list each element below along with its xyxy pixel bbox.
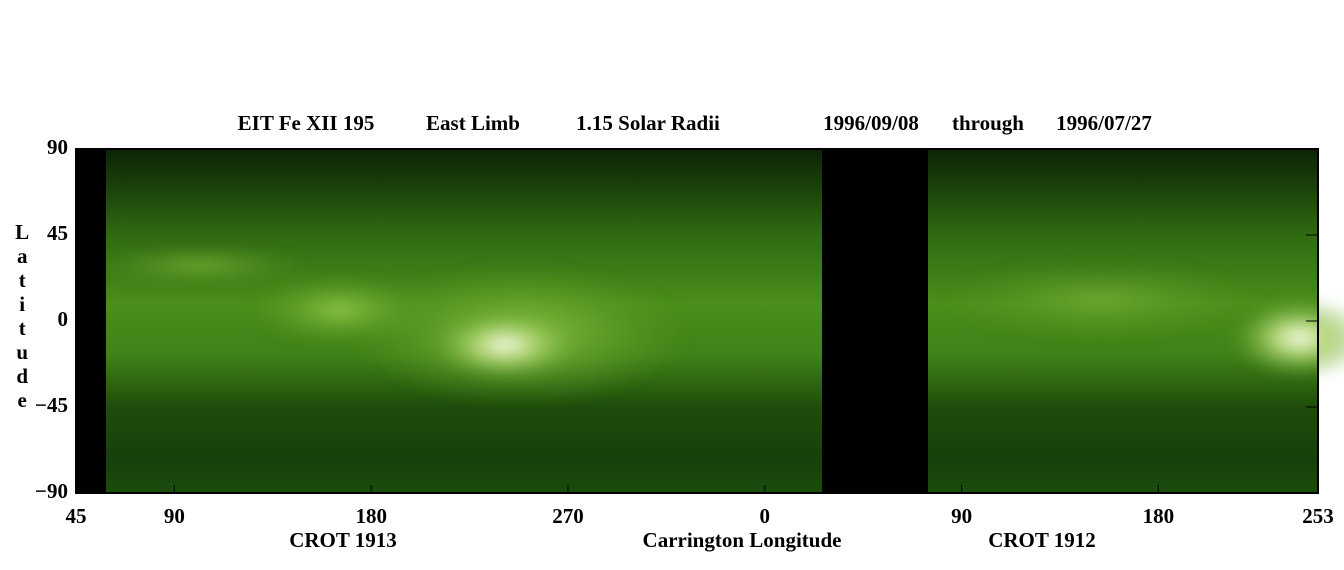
y-tick-label: 45 — [47, 221, 68, 245]
title-part: 1996/07/27 — [1056, 111, 1152, 135]
x-tick-label: 180 — [1143, 504, 1175, 528]
y-tick-label: −45 — [35, 393, 68, 417]
title-part: 1996/09/08 — [823, 111, 919, 135]
title-part: through — [952, 111, 1024, 135]
y-tick-label: 90 — [47, 135, 68, 159]
x-tick-label: 270 — [552, 504, 584, 528]
x-tick-label: 90 — [951, 504, 972, 528]
y-axis-label: Latitude — [10, 220, 34, 412]
x-tick-label: 0 — [760, 504, 771, 528]
y-tick-label: 0 — [58, 307, 69, 331]
x-tick-label: 90 — [164, 504, 185, 528]
x-tick-label: 253 — [1302, 504, 1334, 528]
title-part: East Limb — [426, 111, 520, 135]
y-tick-label: −90 — [35, 479, 68, 503]
title-part: EIT Fe XII 195 — [238, 111, 375, 135]
annotation: CROT 1912 — [988, 528, 1096, 552]
annotation: Carrington Longitude — [643, 528, 842, 552]
x-tick-label: 45 — [66, 504, 87, 528]
x-tick-label: 180 — [355, 504, 387, 528]
map-image — [76, 149, 1344, 493]
title-part: 1.15 Solar Radii — [576, 111, 720, 135]
annotation: CROT 1913 — [289, 528, 397, 552]
